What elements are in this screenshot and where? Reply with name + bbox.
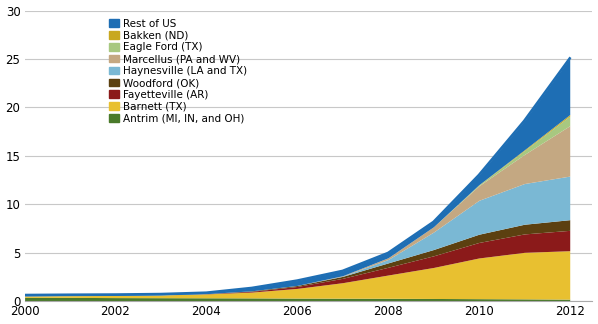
Legend: Rest of US, Bakken (ND), Eagle Ford (TX), Marcellus (PA and WV), Haynesville (LA: Rest of US, Bakken (ND), Eagle Ford (TX)… xyxy=(109,19,247,124)
